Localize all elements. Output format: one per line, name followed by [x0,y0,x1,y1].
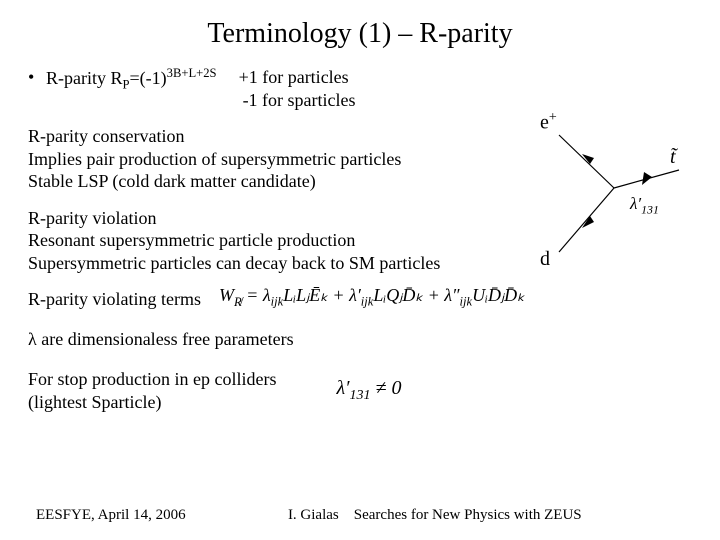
violation-title: R-parity violation [28,207,548,230]
lagr-t2-coeff: λ′ [349,285,361,305]
diagram-eplus-base: e [540,112,549,134]
diagram-eplus-sup: + [549,110,557,125]
violating-terms-row: R-parity violating terms WR̸ = λijkLᵢLⱼĒ… [28,284,548,314]
stop-condition: λ′131 ≠ 0 [336,376,401,405]
lambda-description: λ are dimensionaless free parameters [28,328,548,351]
diagram-label-d: d [540,248,550,271]
violation-line1: Resonant supersymmetric particle product… [28,229,548,252]
conservation-title: R-parity conservation [28,125,548,148]
diagram-coupling-sub: 131 [641,202,659,216]
stop-production-row: For stop production in ep colliders (lig… [28,368,548,413]
section-violation: R-parity violation Resonant supersymmetr… [28,207,548,275]
footer-talk-title: Searches for New Physics with ZEUS [354,507,582,523]
footer-author: I. Gialas Searches for New Physics with … [288,507,582,524]
lagr-t1-sub: ijk [271,295,284,309]
lagr-t1-fields: LᵢLⱼĒₖ [283,285,328,305]
lagrangian-equation: WR̸ = λijkLᵢLⱼĒₖ + λ′ijkLᵢQⱼD̄ₖ + λ″ijkU… [219,284,525,314]
lagr-t1-coeff: λ [263,285,271,305]
stop-cond-rel: ≠ 0 [376,377,402,399]
stop-cond-coeff: λ′ [336,377,349,399]
diagram-label-eplus: e+ [540,110,557,135]
conservation-line2: Stable LSP (cold dark matter candidate) [28,170,548,193]
footer: EESFYE, April 14, 2006 I. Gialas Searche… [0,507,720,524]
rparity-value-sparticles: -1 for sparticles [243,89,356,112]
slide-title: Terminology (1) – R-parity [0,0,720,60]
diagram-label-coupling: λ′131 [630,194,659,217]
diagram-coupling-base: λ′ [630,194,641,213]
lagr-t2-sub: ijk [361,295,374,309]
rparity-value-particles: +1 for particles [239,66,356,89]
violation-line2: Supersymmetric particles can decay back … [28,252,548,275]
conservation-line1: Implies pair production of supersymmetri… [28,148,548,171]
lagr-t2-fields: LᵢQⱼD̄ₖ [373,285,423,305]
footer-author-name: I. Gialas [288,507,339,523]
lagr-t3-coeff: λ″ [444,285,459,305]
section-conservation: R-parity conservation Implies pair produ… [28,125,548,193]
bullet-definition: • R-parity RP=(-1)3B+L+2S +1 for particl… [28,66,548,111]
violating-terms-label: R-parity violating terms [28,288,201,311]
diagram-label-stop: t̃ [670,146,676,169]
stop-line2: (lightest Sparticle) [28,391,276,414]
rparity-label-prefix: R-parity R [46,67,123,90]
lagr-t3-fields: UᵢD̄ⱼD̄ₖ [472,285,525,305]
feynman-diagram: e+ d t̃ λ′131 [544,110,694,280]
stop-cond-sub: 131 [350,388,371,403]
stop-line1: For stop production in ep colliders [28,368,276,391]
rparity-label-eq: =(-1) [130,68,167,88]
bullet-marker: • [28,66,46,89]
lagr-lhs-base: W [219,285,234,305]
rparity-label-exp: 3B+L+2S [167,66,217,80]
lagr-t3-sub: ijk [460,295,473,309]
rparity-label-sub: P [123,78,130,92]
footer-date: EESFYE, April 14, 2006 [36,507,186,524]
